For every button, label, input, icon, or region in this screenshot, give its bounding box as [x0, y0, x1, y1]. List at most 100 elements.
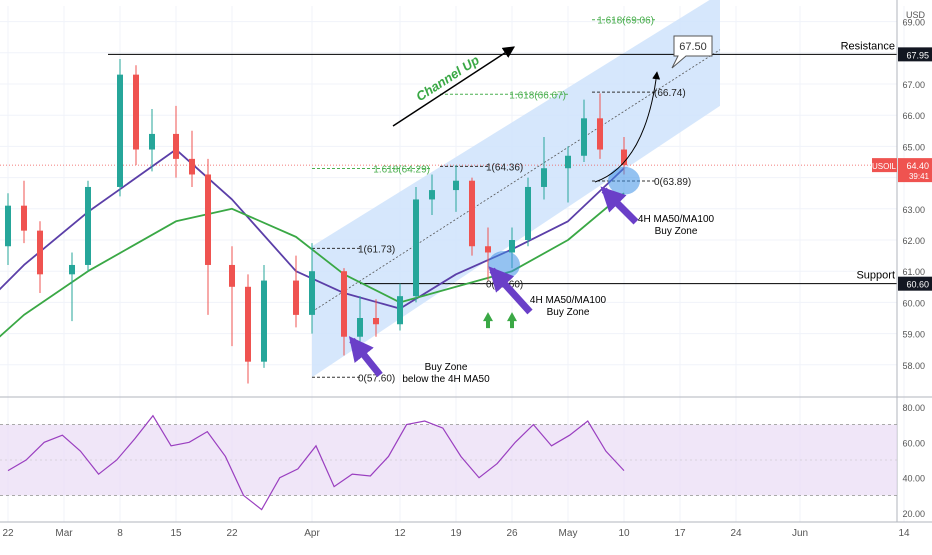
rsi-tick-label: 40.00 — [902, 474, 925, 484]
channel-midline — [311, 49, 721, 313]
candle-body — [541, 168, 547, 187]
candle-body — [21, 205, 27, 231]
fib-label: 1.618(69.06) — [597, 16, 654, 27]
trend-arrow-icon — [392, 46, 516, 127]
candle-body — [565, 155, 571, 169]
date-tick-label: 19 — [450, 528, 462, 539]
candle-body — [453, 180, 459, 191]
candle-body — [397, 296, 403, 325]
price-tick-label: 63.00 — [902, 205, 925, 215]
moving-average-line — [0, 192, 625, 338]
target-callout-box — [671, 35, 713, 69]
moving-averages — [0, 148, 625, 338]
date-tick-label: Jun — [792, 528, 808, 539]
candle-body — [341, 271, 347, 337]
fib-label: 1.618(66.67) — [509, 90, 566, 101]
price-tick-label: 60.00 — [902, 298, 925, 308]
fib-label: (66.74) — [654, 88, 686, 99]
date-tick-label: Apr — [304, 528, 320, 539]
currency-label: USD — [906, 10, 926, 20]
rsi-band — [0, 424, 897, 496]
level-price-tag — [898, 276, 932, 291]
candle-body — [261, 280, 267, 362]
level-label-support: Support — [856, 270, 895, 282]
channel-label: Channel Up — [413, 52, 482, 104]
candle-body — [189, 158, 195, 175]
level-price-value: 60.60 — [906, 280, 929, 290]
annotation-text: 4H MA50/MA100 Buy Zone — [530, 295, 607, 318]
price-tick-label: 58.00 — [902, 361, 925, 371]
symbol-tag: USOIL — [872, 158, 897, 173]
candle-body — [205, 174, 211, 265]
date-tick-label: 14 — [898, 528, 910, 539]
price-tick-label: 61.00 — [902, 267, 925, 277]
candle-body — [509, 240, 515, 253]
green-arrow-icon — [507, 312, 517, 329]
date-tick-label: Mar — [55, 528, 73, 539]
candle-body — [69, 264, 75, 275]
moving-average-line — [0, 148, 625, 310]
date-tick-label: May — [559, 528, 578, 539]
price-tick-label: 69.00 — [902, 18, 925, 28]
rsi-line — [7, 414, 625, 511]
fib-label: 1(61.73) — [358, 244, 395, 255]
fib-label: 0(63.89) — [654, 177, 691, 188]
green-arrow-icon — [483, 312, 493, 329]
candle-body — [245, 286, 251, 362]
date-tick-label: 17 — [674, 528, 686, 539]
candle-body — [293, 280, 299, 315]
current-price-value: 64.40 — [906, 161, 929, 171]
candles — [5, 59, 627, 384]
candle-body — [357, 318, 363, 337]
candle-body — [133, 74, 139, 150]
candle-body — [469, 180, 475, 247]
candle-body — [5, 205, 11, 247]
candle-body — [85, 186, 91, 265]
rsi-tick-label: 20.00 — [902, 509, 925, 519]
candle-body — [621, 149, 627, 166]
candle-body — [581, 118, 587, 156]
purple-arrow-icon — [348, 336, 383, 378]
candle-body — [597, 118, 603, 150]
rsi-tick-label: 80.00 — [902, 403, 925, 413]
candle-body — [309, 271, 315, 315]
price-tick-label: 65.00 — [902, 142, 925, 152]
candle-countdown: 39:41 — [909, 172, 930, 181]
date-tick-label: 26 — [506, 528, 518, 539]
fib-label: 0(57.60) — [358, 373, 395, 384]
level-price-value: 67.95 — [906, 50, 929, 60]
candle-body — [149, 133, 155, 150]
annotation-text: 4H MA50/MA100 Buy Zone — [638, 214, 715, 237]
price-tick-label: 67.00 — [902, 80, 925, 90]
level-price-tag — [898, 47, 932, 62]
date-tick-label: 22 — [2, 528, 14, 539]
candle-body — [37, 230, 43, 275]
date-tick-label: 10 — [618, 528, 630, 539]
price-axis: USD58.0059.0060.0061.0062.0063.0064.0065… — [898, 10, 932, 371]
date-tick-label: 22 — [226, 528, 238, 539]
candle-body — [229, 264, 235, 287]
target-callout: 67.50 — [671, 35, 713, 69]
candle-body — [373, 318, 379, 325]
date-tick-label: 12 — [394, 528, 406, 539]
annotation-text: Buy Zone below the 4H MA50 — [402, 362, 490, 385]
candle-body — [117, 74, 123, 187]
rsi-pane: 20.00 40.00 60.00 80.00 — [0, 403, 925, 519]
fib-label: 1(64.36) — [486, 162, 523, 173]
candle-body — [413, 199, 419, 297]
purple-arrow-icon — [600, 186, 639, 225]
price-tick-label: 66.00 — [902, 111, 925, 121]
target-callout-label: 67.50 — [679, 41, 707, 53]
candle-body — [525, 186, 531, 240]
candle-body — [429, 190, 435, 200]
candle-body — [485, 246, 491, 253]
projection-arrow-icon — [594, 71, 661, 183]
level-label-resistance: Resistance — [841, 40, 895, 52]
fib-label: 1.618(64.29) — [373, 165, 430, 176]
date-tick-label: 24 — [730, 528, 742, 539]
candle-body — [173, 133, 179, 159]
current-price-tag — [898, 158, 932, 183]
rsi-tick-label: 60.00 — [902, 438, 925, 448]
